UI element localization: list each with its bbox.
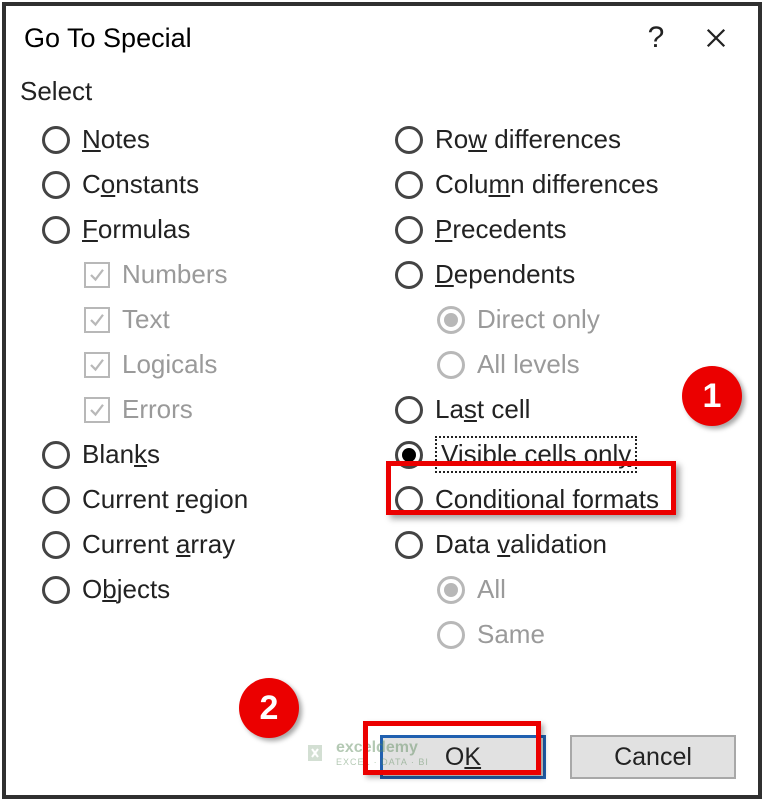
radio-icon <box>395 396 423 424</box>
validation-sub-options: All Same <box>395 567 748 657</box>
radio-icon <box>395 261 423 289</box>
option-label: Text <box>122 304 170 335</box>
option-column-differences[interactable]: Column differences <box>395 162 748 207</box>
option-conditional-formats[interactable]: Conditional formats <box>395 477 748 522</box>
option-label: Precedents <box>435 214 567 245</box>
radio-icon <box>42 441 70 469</box>
close-icon <box>705 27 727 49</box>
option-label: Conditional formats <box>435 484 659 515</box>
right-column: Row differences Column differences Prece… <box>395 117 748 657</box>
options-columns: Notes Constants Formulas Numbers Text <box>6 113 758 657</box>
option-label: Blanks <box>82 439 160 470</box>
dependents-sub-options: Direct only All levels <box>395 297 748 387</box>
option-notes[interactable]: Notes <box>42 117 395 162</box>
radio-icon <box>395 441 423 469</box>
option-row-differences[interactable]: Row differences <box>395 117 748 162</box>
option-all-levels: All levels <box>395 342 748 387</box>
option-label: Constants <box>82 169 199 200</box>
option-label: Row differences <box>435 124 621 155</box>
option-same: Same <box>395 612 748 657</box>
option-text: Text <box>42 297 395 342</box>
checkbox-icon <box>84 397 110 423</box>
option-logicals: Logicals <box>42 342 395 387</box>
radio-icon <box>437 621 465 649</box>
dialog-title: Go To Special <box>24 23 626 54</box>
radio-icon <box>42 216 70 244</box>
radio-icon <box>395 486 423 514</box>
radio-icon <box>42 486 70 514</box>
option-label: Same <box>477 619 545 650</box>
option-label: Current array <box>82 529 235 560</box>
radio-icon <box>437 576 465 604</box>
option-label: Notes <box>82 124 150 155</box>
radio-icon <box>395 531 423 559</box>
option-label: Last cell <box>435 394 530 425</box>
option-label: Column differences <box>435 169 659 200</box>
option-precedents[interactable]: Precedents <box>395 207 748 252</box>
option-label: Direct only <box>477 304 600 335</box>
radio-icon <box>395 216 423 244</box>
option-label: Objects <box>82 574 170 605</box>
option-current-array[interactable]: Current array <box>42 522 395 567</box>
radio-icon <box>42 576 70 604</box>
option-label: All levels <box>477 349 580 380</box>
checkbox-icon <box>84 352 110 378</box>
option-label: Formulas <box>82 214 190 245</box>
annotation-callout-2: 2 <box>239 678 299 738</box>
option-errors: Errors <box>42 387 395 432</box>
option-current-region[interactable]: Current region <box>42 477 395 522</box>
excel-icon <box>306 741 330 765</box>
option-constants[interactable]: Constants <box>42 162 395 207</box>
titlebar: Go To Special ? <box>6 6 758 70</box>
option-label: Numbers <box>122 259 227 290</box>
option-label: All <box>477 574 506 605</box>
radio-icon <box>437 306 465 334</box>
option-label: Errors <box>122 394 193 425</box>
close-button[interactable] <box>686 12 746 64</box>
radio-icon <box>395 126 423 154</box>
checkbox-icon <box>84 262 110 288</box>
option-formulas[interactable]: Formulas <box>42 207 395 252</box>
radio-icon <box>42 126 70 154</box>
left-column: Notes Constants Formulas Numbers Text <box>42 117 395 657</box>
radio-icon <box>42 171 70 199</box>
option-label: Data validation <box>435 529 607 560</box>
option-label: Logicals <box>122 349 217 380</box>
checkbox-icon <box>84 307 110 333</box>
goto-special-dialog: Go To Special ? Select Notes Constants F… <box>2 2 762 799</box>
option-label: Dependents <box>435 259 575 290</box>
option-all: All <box>395 567 748 612</box>
option-direct-only: Direct only <box>395 297 748 342</box>
ok-button[interactable]: OK <box>380 735 546 779</box>
dialog-buttons: OK Cancel <box>380 735 736 779</box>
radio-icon <box>395 171 423 199</box>
formulas-sub-options: Numbers Text Logicals Errors <box>42 252 395 432</box>
option-label: Current region <box>82 484 248 515</box>
option-last-cell[interactable]: Last cell <box>395 387 748 432</box>
option-data-validation[interactable]: Data validation <box>395 522 748 567</box>
option-blanks[interactable]: Blanks <box>42 432 395 477</box>
radio-icon <box>42 531 70 559</box>
option-objects[interactable]: Objects <box>42 567 395 612</box>
cancel-button[interactable]: Cancel <box>570 735 736 779</box>
help-button[interactable]: ? <box>626 12 686 64</box>
option-label: Visible cells only <box>435 436 637 473</box>
option-dependents[interactable]: Dependents <box>395 252 748 297</box>
radio-icon <box>437 351 465 379</box>
option-visible-cells-only[interactable]: Visible cells only <box>395 432 748 477</box>
option-numbers: Numbers <box>42 252 395 297</box>
select-section-label: Select <box>6 70 758 113</box>
